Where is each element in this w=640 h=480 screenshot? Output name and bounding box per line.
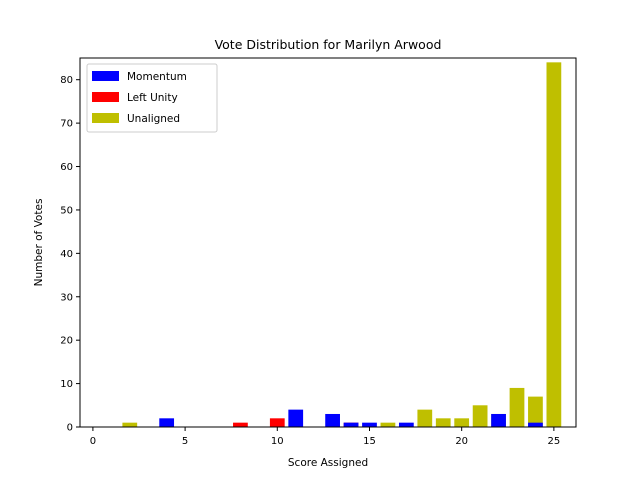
y-tick-label: 80 <box>60 75 73 86</box>
bar-unaligned-score-16 <box>380 422 396 427</box>
series-unaligned <box>122 62 562 427</box>
bar-momentum-score-14 <box>343 422 359 427</box>
bars-group <box>122 62 562 427</box>
bar-left-unity-score-10 <box>269 418 285 427</box>
y-tick-label: 30 <box>60 292 73 303</box>
bar-left-unity-score-8 <box>233 422 248 427</box>
y-tick-label: 20 <box>60 336 73 347</box>
x-tick-label: 20 <box>455 436 468 447</box>
bar-unaligned-score-25 <box>546 62 562 427</box>
y-tick-label: 40 <box>60 249 73 260</box>
legend-label-left-unity: Left Unity <box>127 92 178 104</box>
bar-unaligned-score-24 <box>528 396 543 427</box>
x-axis-label: Score Assigned <box>288 457 368 469</box>
y-tick-label: 10 <box>60 379 73 390</box>
legend: Momentum Left Unity Unaligned <box>86 63 218 133</box>
y-axis-label: Number of Votes <box>33 199 45 287</box>
chart-title: Vote Distribution for Marilyn Arwood <box>215 37 442 52</box>
legend-swatch-left-unity <box>92 92 119 102</box>
x-tick-label: 5 <box>182 436 188 447</box>
bar-momentum-score-13 <box>325 413 340 427</box>
bar-unaligned-score-20 <box>454 418 470 427</box>
y-tick-label: 70 <box>60 119 73 130</box>
y-tick-label: 0 <box>67 423 73 434</box>
x-axis-ticks: 0 5 10 15 20 25 <box>90 427 561 447</box>
bar-unaligned-score-2 <box>122 422 138 427</box>
bar-unaligned-score-18 <box>417 409 433 427</box>
x-tick-label: 25 <box>548 436 561 447</box>
legend-box <box>86 63 218 133</box>
bar-momentum-score-15 <box>362 422 377 427</box>
bar-unaligned-score-19 <box>435 418 451 427</box>
x-tick-label: 15 <box>363 436 376 447</box>
y-tick-label: 60 <box>60 162 73 173</box>
legend-label-unaligned: Unaligned <box>127 113 180 125</box>
series-momentum <box>159 409 543 427</box>
x-tick-label: 10 <box>271 436 284 447</box>
legend-swatch-unaligned <box>92 113 119 123</box>
y-tick-label: 50 <box>60 205 73 216</box>
axes-frame <box>79 57 577 428</box>
bar-momentum-score-22 <box>491 413 506 427</box>
x-tick-label: 0 <box>90 436 96 447</box>
legend-swatch-momentum <box>92 71 119 81</box>
bar-momentum-score-4 <box>159 418 175 427</box>
y-axis-ticks: 0 10 20 30 40 50 60 70 80 <box>60 75 80 434</box>
bar-momentum-score-11 <box>288 409 304 427</box>
bar-unaligned-score-21 <box>472 405 488 427</box>
bar-momentum-score-24 <box>528 422 543 427</box>
bar-momentum-score-17 <box>398 422 414 427</box>
legend-label-momentum: Momentum <box>127 71 187 83</box>
bar-unaligned-score-23 <box>509 387 525 427</box>
